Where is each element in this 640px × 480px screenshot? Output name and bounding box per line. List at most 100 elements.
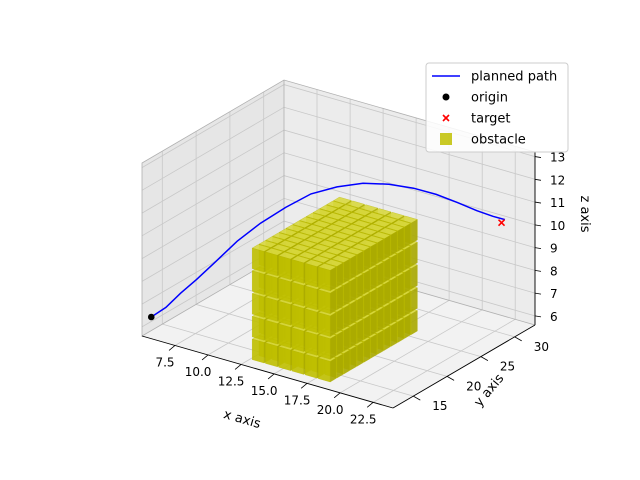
x-tick-mark xyxy=(300,383,308,389)
obstacle-voxel-face xyxy=(343,304,350,329)
y-tick-label: 25 xyxy=(500,360,515,374)
legend-frame xyxy=(425,62,569,153)
x-tick-label: 20.0 xyxy=(317,403,344,417)
obstacle-voxel-face xyxy=(278,323,291,348)
legend-target-swatch xyxy=(442,114,450,122)
obstacle-voxel-face xyxy=(363,246,371,272)
obstacle-voxel-face xyxy=(291,259,304,284)
obstacle-voxel-face xyxy=(384,257,391,283)
obstacle-voxel-face xyxy=(370,265,377,291)
obstacle-voxel-face xyxy=(404,291,411,316)
obstacle-voxel-face xyxy=(336,285,344,310)
obstacle-voxel-face xyxy=(411,264,418,290)
obstacle-voxel-face xyxy=(357,296,364,321)
obstacle-voxel-face xyxy=(291,282,304,307)
obstacle-voxel-face xyxy=(370,311,377,336)
obstacle-voxel-face xyxy=(252,270,265,295)
z-tick-label: 12 xyxy=(550,173,565,187)
obstacle-voxel-face xyxy=(265,342,278,367)
obstacle-voxel-face xyxy=(357,319,364,344)
obstacle-voxel-face xyxy=(336,262,344,288)
obstacle-voxel xyxy=(317,308,337,337)
obstacle-voxel-face xyxy=(278,346,291,371)
obstacle-voxel-face xyxy=(384,326,391,351)
y-tick-mark xyxy=(413,395,421,401)
obstacle-voxel-face xyxy=(343,327,350,352)
obstacle-voxel-face xyxy=(330,312,337,337)
obstacle-voxel-face xyxy=(265,274,278,299)
obstacle-voxel-face xyxy=(318,335,331,360)
obstacle-voxel-face xyxy=(318,357,331,383)
obstacle-voxel-face xyxy=(363,337,371,363)
obstacle-voxel-face xyxy=(343,258,350,284)
obstacle-voxel-face xyxy=(330,289,337,314)
legend-origin-swatch xyxy=(442,93,450,101)
z-tick-label: 13 xyxy=(550,151,565,165)
obstacle-voxel-face xyxy=(411,287,418,313)
obstacle-voxel-face xyxy=(390,299,398,324)
obstacle-voxel-face xyxy=(377,307,384,332)
obstacle-voxel-face xyxy=(265,251,278,276)
obstacle-voxel-face xyxy=(390,231,398,256)
z-tick-label: 6 xyxy=(550,310,558,324)
y-tick-mark xyxy=(514,336,522,342)
obstacle-voxel-face xyxy=(304,262,318,288)
obstacle-voxel-face xyxy=(318,312,331,337)
obstacle-voxel-face xyxy=(363,269,371,295)
legend-obstacle-swatch xyxy=(440,133,452,145)
z-axis-label: z axis xyxy=(577,195,592,232)
y-tick-mark xyxy=(480,356,489,361)
left-pane xyxy=(142,80,284,336)
y-tick-label: 15 xyxy=(432,399,447,413)
obstacle-voxel-face xyxy=(390,276,398,302)
obstacle-voxel-face xyxy=(363,292,371,317)
obstacle-voxel-face xyxy=(384,303,391,328)
obstacle-voxel-face xyxy=(357,250,364,276)
x-tick-mark xyxy=(234,364,242,370)
obstacle-voxel xyxy=(317,263,337,292)
obstacle-voxel-face xyxy=(390,253,398,279)
obstacle-voxel-face xyxy=(384,235,391,260)
obstacle-voxel-face xyxy=(377,261,384,287)
obstacle-voxel-face xyxy=(336,330,344,356)
obstacle-voxel-face xyxy=(397,249,405,275)
x-tick-mark xyxy=(168,345,176,351)
obstacle-voxel-face xyxy=(350,323,357,348)
obstacle-voxel xyxy=(317,354,337,383)
obstacle-voxel-face xyxy=(304,331,318,356)
obstacle-voxel-face xyxy=(252,316,265,341)
obstacle-voxel-face xyxy=(404,268,411,294)
obstacle-voxel-face xyxy=(278,278,291,303)
obstacle-voxel-face xyxy=(377,238,384,264)
obstacle-voxel-face xyxy=(390,322,398,347)
obstacle-voxel-face xyxy=(252,338,265,364)
obstacle-voxel-face xyxy=(304,308,318,333)
obstacle-voxel-face xyxy=(252,293,265,318)
obstacle-voxel-face xyxy=(304,285,318,311)
obstacle-voxel-face xyxy=(291,350,304,375)
y-tick-label: 30 xyxy=(534,340,549,354)
obstacle-voxel-face xyxy=(357,273,364,299)
obstacle-voxel-face xyxy=(397,227,405,252)
z-tick-mark xyxy=(534,315,542,318)
obstacle-voxel-face xyxy=(404,314,411,339)
z-tick-label: 9 xyxy=(550,242,558,256)
x-axis-line xyxy=(141,335,394,409)
obstacle-voxel-face xyxy=(377,330,384,355)
obstacle-voxel-face xyxy=(330,357,337,383)
obstacle-voxel-face xyxy=(397,318,405,343)
obstacle-voxel-face xyxy=(336,308,344,333)
x-tick-label: 22.5 xyxy=(350,412,377,426)
x-tick-label: 7.5 xyxy=(155,355,174,369)
obstacle-voxel-face xyxy=(350,345,357,371)
planned-path-line xyxy=(150,182,506,318)
legend-label-obstacle: obstacle xyxy=(471,133,526,148)
obstacle-voxel-face xyxy=(411,310,418,335)
x-tick-mark xyxy=(366,402,374,408)
obstacle-voxel-face xyxy=(265,320,278,345)
z-tick-label: 8 xyxy=(550,264,558,278)
z-tick-label: 7 xyxy=(550,287,558,301)
obstacle-voxel-face xyxy=(318,266,331,292)
obstacle-voxel-face xyxy=(370,288,377,313)
planned-path-layer xyxy=(150,182,506,318)
